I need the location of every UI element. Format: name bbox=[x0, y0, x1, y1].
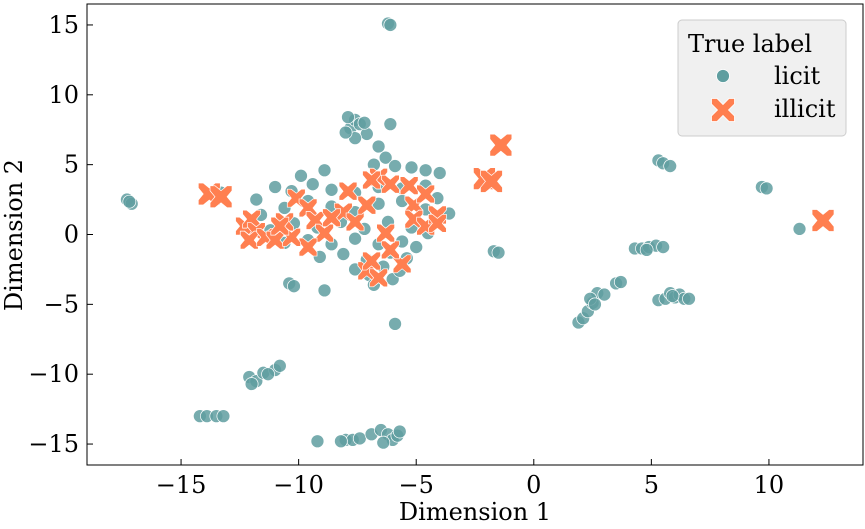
licit-point bbox=[244, 377, 259, 391]
x-axis-ticks: −15 −10 −5 0 5 10 bbox=[156, 459, 784, 499]
licit-point bbox=[216, 409, 231, 423]
licit-point bbox=[336, 247, 351, 261]
x-tick-label: −5 bbox=[399, 471, 434, 499]
licit-point bbox=[682, 291, 696, 306]
illicit-point bbox=[298, 237, 318, 257]
x-tick-label: −15 bbox=[156, 471, 207, 499]
licit-point bbox=[272, 358, 287, 373]
y-tick-label: 15 bbox=[48, 11, 79, 39]
licit-point bbox=[122, 194, 137, 209]
licit-point bbox=[404, 160, 419, 175]
illicit-point bbox=[811, 209, 835, 232]
licit-point bbox=[378, 150, 393, 165]
licit-point bbox=[317, 283, 332, 298]
illicit-point bbox=[392, 254, 412, 274]
y-tick-label: 10 bbox=[48, 81, 79, 109]
licit-point bbox=[310, 434, 325, 449]
licit-point bbox=[388, 317, 402, 331]
illicit-point bbox=[376, 223, 395, 243]
licit-point bbox=[352, 431, 367, 446]
illicit-point bbox=[416, 184, 435, 204]
licit-point bbox=[432, 166, 447, 180]
x-tick-label: 5 bbox=[644, 471, 659, 499]
illicit-point bbox=[362, 251, 381, 271]
licit-point bbox=[268, 180, 282, 194]
y-axis-label: Dimension 2 bbox=[0, 159, 28, 311]
illicit-point bbox=[428, 213, 447, 233]
y-axis-ticks: −15 −10 −5 0 5 10 15 bbox=[28, 11, 93, 458]
licit-point bbox=[305, 177, 320, 192]
illicit-point bbox=[357, 195, 377, 215]
y-tick-label: −5 bbox=[44, 290, 79, 318]
illicit-point bbox=[270, 216, 290, 236]
licit-point bbox=[317, 163, 332, 178]
x-tick-label: 10 bbox=[754, 471, 785, 499]
licit-point bbox=[287, 279, 301, 294]
licit-point bbox=[348, 231, 362, 246]
licit-point bbox=[376, 435, 391, 450]
illicit-point bbox=[209, 185, 233, 209]
legend: True label licit illicit bbox=[677, 19, 847, 137]
licit-point bbox=[371, 139, 386, 154]
licit-point bbox=[656, 240, 670, 254]
licit-point bbox=[359, 127, 374, 141]
legend-licit-label: licit bbox=[774, 62, 820, 90]
y-tick-label: 5 bbox=[64, 151, 79, 179]
licit-point bbox=[491, 245, 506, 260]
illicit-point bbox=[322, 208, 341, 228]
licit-point bbox=[388, 159, 402, 173]
illicit-point bbox=[239, 230, 259, 250]
licit-point bbox=[392, 424, 407, 439]
licit-point bbox=[324, 182, 339, 197]
licit-point bbox=[249, 192, 264, 207]
y-tick-label: −10 bbox=[28, 360, 79, 388]
licit-point bbox=[383, 18, 398, 32]
licit-point bbox=[357, 115, 372, 130]
illicit-point bbox=[489, 133, 513, 157]
illicit-point bbox=[369, 268, 388, 288]
x-axis-label: Dimension 1 bbox=[399, 498, 551, 526]
licit-point bbox=[665, 289, 680, 303]
illicit-point bbox=[480, 170, 503, 193]
licit-point bbox=[759, 181, 774, 196]
legend-illicit-marker bbox=[711, 98, 735, 122]
legend-title: True label bbox=[688, 30, 812, 58]
illicit-point bbox=[362, 170, 381, 190]
licit-point bbox=[639, 243, 654, 257]
illicit-point bbox=[338, 181, 358, 201]
x-tick-label: 0 bbox=[526, 471, 541, 499]
x-tick-label: −10 bbox=[273, 471, 324, 499]
points-layer bbox=[120, 16, 835, 450]
y-tick-label: −15 bbox=[28, 430, 79, 458]
licit-point bbox=[613, 275, 628, 289]
licit-point bbox=[383, 117, 398, 131]
licit-point bbox=[341, 110, 355, 125]
licit-point bbox=[261, 367, 275, 382]
illicit-point bbox=[380, 174, 400, 194]
licit-point bbox=[418, 163, 433, 178]
licit-point bbox=[409, 240, 424, 254]
illicit-point bbox=[399, 176, 419, 195]
licit-point bbox=[588, 297, 602, 312]
legend-licit-marker bbox=[716, 69, 730, 83]
licit-point bbox=[792, 222, 807, 236]
licit-point bbox=[294, 168, 308, 183]
licit-point bbox=[334, 434, 348, 449]
licit-point bbox=[597, 287, 612, 302]
legend-illicit-label: illicit bbox=[774, 95, 836, 123]
licit-point bbox=[338, 125, 353, 140]
licit-point bbox=[663, 159, 678, 173]
y-tick-label: 0 bbox=[64, 221, 79, 249]
